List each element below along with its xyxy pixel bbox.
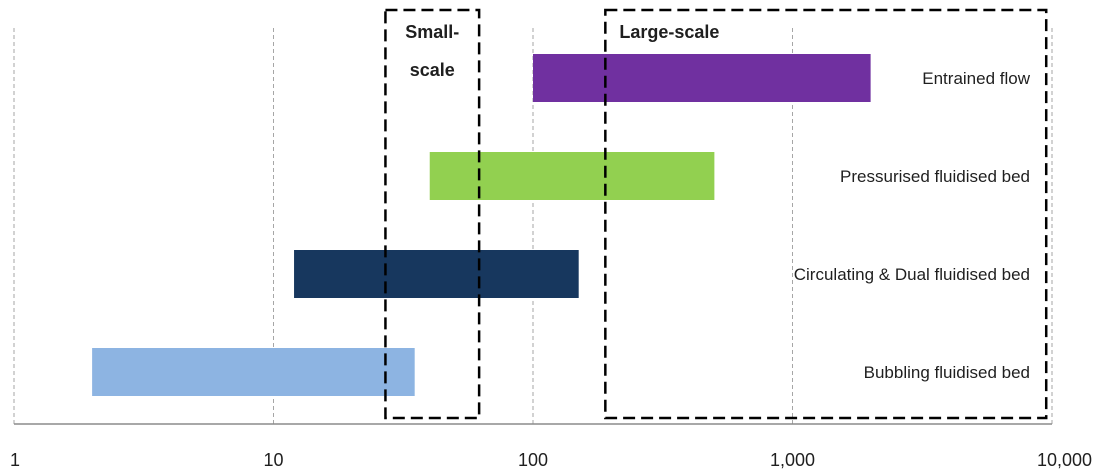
bar-circulating-dual-fluidised-bed	[294, 250, 579, 298]
category-label: Entrained flow	[922, 69, 1030, 88]
x-tick-labels: 1 10 100 1,000 10,000	[10, 450, 1092, 470]
category-label: Pressurised fluidised bed	[840, 167, 1030, 186]
scale-regions: Small-scale Large-scale	[384, 8, 1048, 420]
bar-bubbling-fluidised-bed	[92, 348, 415, 396]
small-scale-region	[384, 8, 481, 420]
x-tick-label: 1,000	[770, 450, 815, 470]
bar-entrained-flow	[533, 54, 871, 102]
x-tick-label: 1	[10, 450, 20, 470]
region-label: scale	[410, 60, 455, 80]
bars	[92, 54, 871, 396]
x-tick-label: 10	[263, 450, 283, 470]
x-tick-label: 10,000	[1037, 450, 1092, 470]
region-label: Small-	[405, 22, 459, 42]
region-label: Large-scale	[619, 22, 719, 42]
category-labels: Entrained flow Pressurised fluidised bed C…	[794, 69, 1031, 382]
bar-pressurised-fluidised-bed	[429, 152, 715, 200]
x-tick-label: 100	[518, 450, 548, 470]
large-scale-region	[604, 8, 1048, 420]
category-label: Circulating & Dual fluidised bed	[794, 265, 1030, 284]
category-label: Bubbling fluidised bed	[864, 363, 1030, 382]
